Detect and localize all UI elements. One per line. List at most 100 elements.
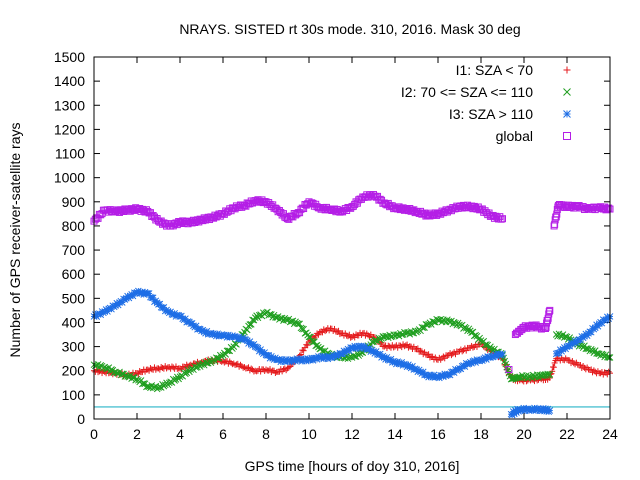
- data-point-dense: [247, 320, 255, 328]
- data-point: [546, 370, 554, 378]
- data-point-dense: [418, 348, 425, 355]
- data-point-dense: [304, 342, 311, 349]
- series-3: [90, 287, 614, 419]
- x-tick-label: 4: [176, 426, 184, 442]
- data-point-dense: [300, 325, 307, 333]
- data-point: [499, 215, 506, 223]
- data-point-dense: [300, 347, 307, 354]
- data-point-dense: [497, 215, 505, 223]
- data-point-dense: [319, 347, 326, 355]
- data-point-dense: [550, 364, 557, 371]
- data-point-dense: [178, 366, 185, 373]
- x-tick-label: 22: [559, 426, 575, 442]
- data-point-dense: [331, 325, 338, 332]
- data-point-dense: [237, 361, 244, 368]
- x-tick-labels: 0 2 4 6 8 10 12 14 16 18 20 22 24: [90, 426, 618, 442]
- data-point-dense: [221, 359, 228, 366]
- data-point-dense: [582, 345, 590, 353]
- data-point-dense: [577, 362, 584, 369]
- x-tick-label: 12: [344, 426, 360, 442]
- data-point-dense: [234, 360, 241, 367]
- x-tick-label: 8: [262, 426, 270, 442]
- y-tick-label: 300: [62, 339, 86, 355]
- data-point-dense: [243, 326, 251, 334]
- data-point-dense: [232, 361, 239, 368]
- data-point-dense: [336, 331, 343, 338]
- data-point-dense: [422, 320, 430, 328]
- y-tick-labels: 0 100 200 300 400 500 600 700 800 900 1000 1100 1200…: [54, 49, 85, 427]
- y-tick-label: 200: [62, 363, 86, 379]
- y-tick-label: 100: [62, 387, 86, 403]
- data-point-dense: [545, 308, 553, 316]
- data-point-dense: [406, 343, 413, 350]
- series-1: [91, 325, 613, 385]
- data-point-dense: [558, 347, 565, 355]
- y-tick-label: 1300: [54, 97, 85, 113]
- data-point: [546, 306, 554, 314]
- data-point-dense: [248, 365, 255, 372]
- data-point-dense: [228, 359, 235, 366]
- data-point: [546, 407, 554, 414]
- data-point-dense: [314, 330, 321, 337]
- x-tick-label: 18: [473, 426, 489, 442]
- x-tick-label: 2: [133, 426, 141, 442]
- data-point-dense: [311, 338, 318, 346]
- x-tick-label: 6: [219, 426, 227, 442]
- y-tick-label: 0: [77, 411, 85, 427]
- data-point-dense: [343, 332, 350, 339]
- data-point-dense: [170, 364, 177, 371]
- data-point-dense: [397, 342, 404, 349]
- plot-frame: [93, 56, 611, 420]
- data-point-dense: [140, 380, 148, 387]
- data-point-dense: [272, 370, 279, 377]
- x-tick-label: 16: [430, 426, 446, 442]
- data-point-dense: [398, 344, 405, 351]
- data-point-dense: [344, 333, 351, 340]
- data-point: [294, 320, 302, 328]
- data-point-dense: [319, 329, 326, 336]
- data-point-dense: [448, 352, 455, 359]
- data-point-dense: [605, 354, 613, 361]
- y-tick-label: 700: [62, 242, 86, 258]
- data-point-dense: [267, 366, 274, 373]
- data-point-dense: [555, 349, 563, 357]
- y-tick-label: 1500: [54, 49, 85, 65]
- data-point: [392, 343, 398, 350]
- data-point-dense: [605, 368, 612, 375]
- data-point-dense: [226, 358, 233, 365]
- data-point-dense: [426, 354, 433, 361]
- data-point: [413, 346, 420, 353]
- data-point-dense: [355, 332, 362, 339]
- data-point-dense: [553, 210, 561, 218]
- data-layer: [90, 191, 614, 419]
- chart-title: NRAYS. SISTED rt 30s mode. 310, 2016. Ma…: [179, 21, 520, 37]
- data-point-dense: [469, 344, 476, 351]
- data-point-dense: [603, 353, 611, 361]
- x-axis-label: GPS time [hours of doy 310, 2016]: [245, 458, 460, 474]
- legend-label: I3: SZA > 110: [449, 106, 533, 122]
- data-point-dense: [315, 331, 322, 338]
- data-point-dense: [361, 329, 368, 336]
- data-point-dense: [588, 366, 595, 373]
- data-point-dense: [296, 320, 303, 328]
- data-point: [305, 333, 313, 341]
- data-point-dense: [593, 350, 600, 357]
- data-point-dense: [136, 367, 143, 374]
- data-point-dense: [483, 341, 490, 348]
- x-tick-label: 10: [301, 426, 317, 442]
- legend-marker: [563, 110, 571, 118]
- data-point-dense: [590, 367, 597, 374]
- data-point-dense: [463, 347, 470, 354]
- data-point-dense: [566, 357, 573, 364]
- y-axis-label: Number of GPS receiver-satellite rays: [7, 123, 23, 358]
- legend-marker: [563, 66, 571, 74]
- data-point-dense: [303, 341, 310, 348]
- data-point-dense: [419, 324, 427, 332]
- data-point-dense: [551, 220, 559, 228]
- data-point-dense: [452, 351, 459, 358]
- data-point-dense: [418, 323, 426, 331]
- y-tick-label: 1400: [54, 73, 85, 89]
- x-tick-label: 20: [516, 426, 532, 442]
- data-point-dense: [544, 314, 552, 322]
